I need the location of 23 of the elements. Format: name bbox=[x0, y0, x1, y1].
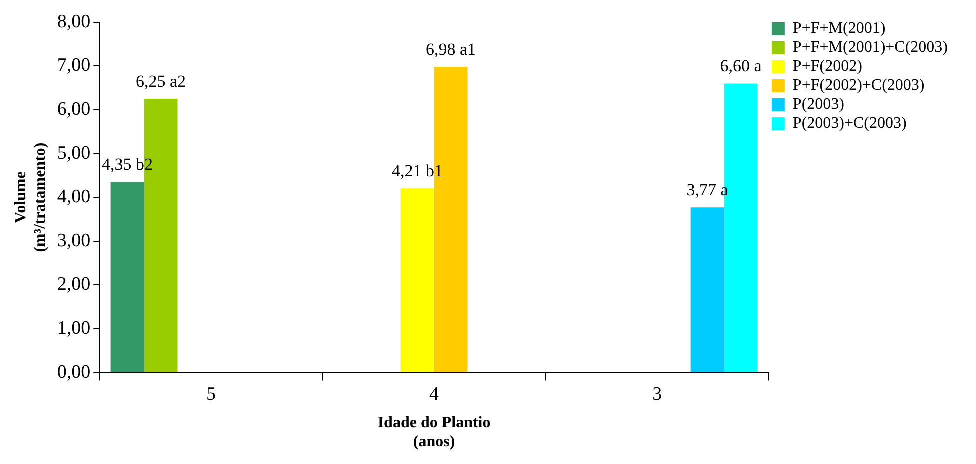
y-tick-label: 6,00 bbox=[57, 98, 91, 120]
legend-label: P+F(2002) bbox=[792, 58, 862, 76]
y-tick-label: 3,00 bbox=[57, 230, 91, 252]
y-tick-label: 5,00 bbox=[57, 142, 91, 164]
y-tick-label: 7,00 bbox=[57, 55, 91, 76]
x-tick-label: 3 bbox=[652, 384, 662, 406]
x-tick-label: 5 bbox=[206, 384, 216, 406]
y-tick-label: 8,00 bbox=[57, 11, 91, 32]
legend-label: P+F(2002)+C(2003) bbox=[792, 77, 925, 94]
legend-label: P(2003) bbox=[792, 96, 844, 114]
legend-label: P(2003)+C(2003) bbox=[792, 115, 907, 132]
legend-label: P+F+M(2001) bbox=[792, 20, 886, 38]
y-tick-label: 4,00 bbox=[57, 186, 91, 208]
y-tick-label: 2,00 bbox=[57, 274, 91, 296]
legend-label: P+F+M(2001)+C(2003) bbox=[792, 39, 948, 56]
y-tick-label: 1,00 bbox=[57, 318, 91, 339]
y-tick-label: 0,00 bbox=[57, 362, 91, 383]
y-axis-title: Volume (m³/tratamento) bbox=[12, 142, 49, 252]
data-label: 6,60 a bbox=[720, 56, 762, 76]
x-tick-label: 4 bbox=[430, 384, 440, 406]
data-label: 6,25 a2 bbox=[136, 72, 186, 92]
x-axis-title: Idade do Plantio (anos) bbox=[378, 414, 491, 451]
data-label: 6,98 a1 bbox=[426, 40, 476, 60]
